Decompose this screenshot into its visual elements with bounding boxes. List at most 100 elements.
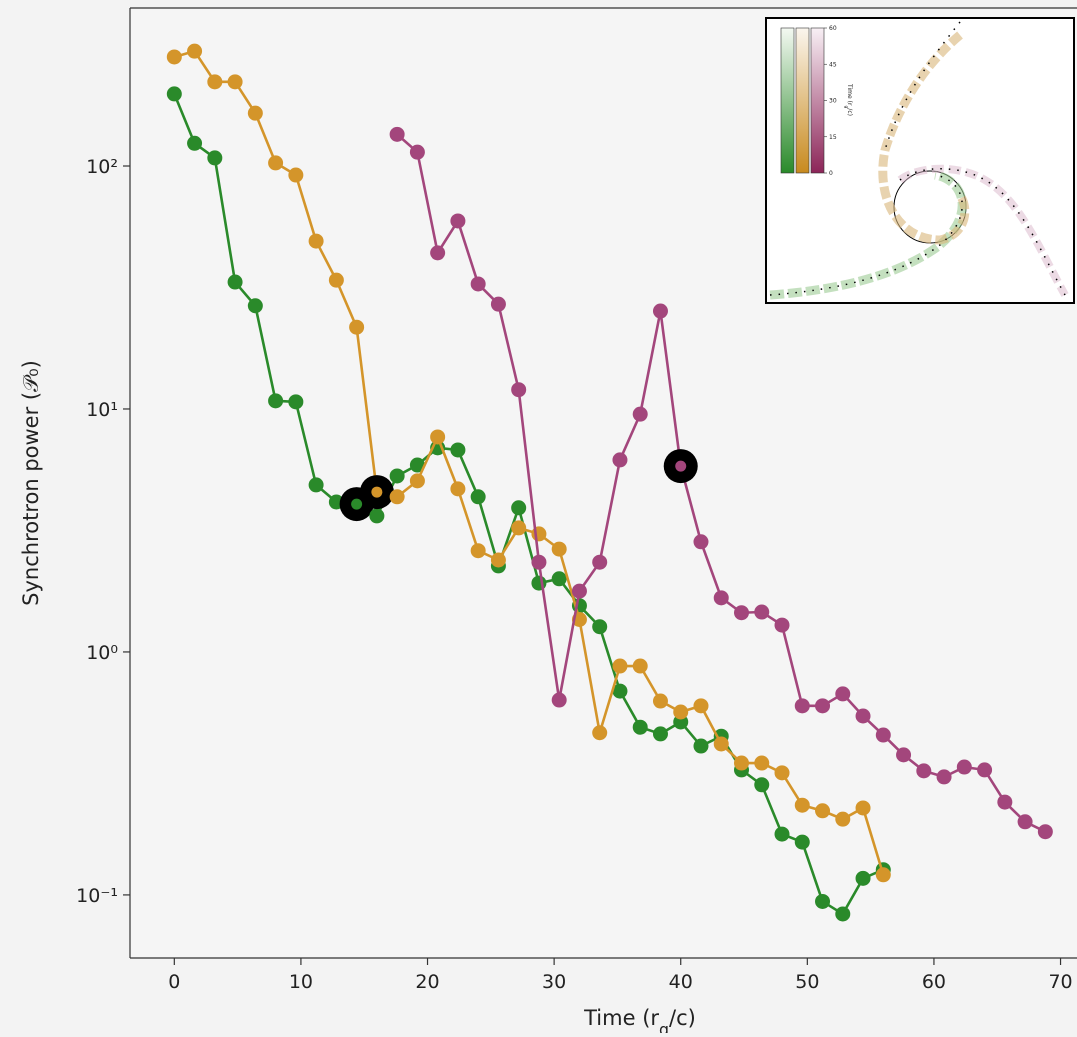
point — [490, 296, 506, 312]
inset: Time (rg/c) 0 15 30 45 60 — [765, 17, 1075, 304]
point — [875, 867, 891, 883]
point — [936, 769, 952, 785]
point — [693, 698, 709, 714]
point — [632, 658, 648, 674]
y-tick-label: 10⁰ — [86, 642, 118, 664]
colorbar-tick-label: 15 — [829, 134, 837, 141]
trajectory — [769, 21, 1066, 296]
point — [675, 460, 687, 472]
point — [794, 797, 810, 813]
point — [794, 834, 810, 850]
point — [754, 755, 770, 771]
point — [531, 575, 547, 591]
point — [166, 49, 182, 65]
point — [551, 541, 567, 557]
x-tick-label: 0 — [168, 971, 180, 993]
point — [652, 303, 668, 319]
point — [652, 693, 668, 709]
colorbar-tick-label: 0 — [829, 170, 833, 177]
point — [1037, 824, 1053, 840]
point — [693, 534, 709, 550]
trail-green — [769, 170, 967, 300]
point — [247, 298, 263, 314]
point — [409, 473, 425, 489]
point — [977, 762, 993, 778]
point — [815, 803, 831, 819]
point — [916, 763, 932, 779]
point — [997, 794, 1013, 810]
colorbar — [795, 27, 810, 174]
point — [409, 457, 425, 473]
point — [835, 686, 851, 702]
point — [470, 543, 486, 559]
x-tick-label: 60 — [922, 971, 946, 993]
point — [207, 74, 223, 90]
point — [693, 738, 709, 754]
point — [815, 698, 831, 714]
point — [207, 150, 223, 166]
y-tick-label: 10⁻¹ — [76, 885, 118, 907]
point — [815, 893, 831, 909]
point — [227, 74, 243, 90]
point — [511, 500, 527, 516]
point — [389, 468, 405, 484]
point — [612, 683, 628, 699]
point — [288, 394, 304, 410]
point — [268, 155, 284, 171]
point — [592, 725, 608, 741]
point — [652, 726, 668, 742]
point — [371, 486, 383, 498]
point — [896, 747, 912, 763]
point — [470, 276, 486, 292]
x-tick-label: 40 — [669, 971, 693, 993]
point — [450, 442, 466, 458]
point — [490, 552, 506, 568]
point — [308, 233, 324, 249]
y-tick-label: 10² — [86, 156, 118, 178]
point — [187, 135, 203, 151]
colorbar-tick-label: 60 — [829, 25, 837, 32]
point — [551, 692, 567, 708]
x-tick-label: 70 — [1048, 971, 1072, 993]
point — [409, 144, 425, 160]
point — [855, 800, 871, 816]
point — [430, 429, 446, 445]
point — [713, 590, 729, 606]
y-tick-label: 10¹ — [86, 399, 118, 421]
x-axis-label: Time (rg/c) — [583, 1006, 696, 1033]
point — [511, 520, 527, 536]
point — [774, 765, 790, 781]
point — [754, 777, 770, 793]
point — [835, 811, 851, 827]
point — [713, 736, 729, 752]
point — [855, 708, 871, 724]
point — [288, 167, 304, 183]
x-tick-label: 30 — [542, 971, 566, 993]
point — [733, 605, 749, 621]
point — [875, 727, 891, 743]
point — [612, 452, 628, 468]
point — [632, 719, 648, 735]
point — [754, 604, 770, 620]
point — [511, 382, 527, 398]
point — [351, 498, 363, 510]
point — [673, 704, 689, 720]
point — [247, 105, 263, 121]
point — [794, 698, 810, 714]
point — [733, 755, 749, 771]
colorbar — [810, 27, 825, 174]
x-tick-label: 50 — [795, 971, 819, 993]
point — [369, 508, 385, 524]
point — [227, 274, 243, 290]
trail-orange — [878, 31, 970, 245]
x-tick-label: 10 — [289, 971, 313, 993]
point — [450, 213, 466, 229]
point — [430, 245, 446, 261]
point — [470, 489, 486, 505]
point — [308, 477, 324, 493]
point — [551, 571, 567, 587]
colorbar-label: Time (rg/c) — [844, 83, 854, 116]
point — [328, 272, 344, 288]
